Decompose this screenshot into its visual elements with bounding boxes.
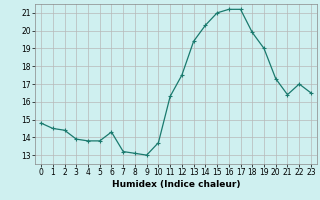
X-axis label: Humidex (Indice chaleur): Humidex (Indice chaleur) [112,180,240,189]
